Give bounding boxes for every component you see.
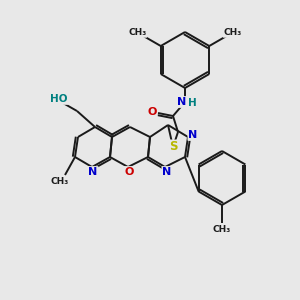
Text: N: N — [177, 97, 187, 107]
Text: H: H — [188, 98, 196, 108]
Text: O: O — [147, 107, 157, 117]
Text: CH₃: CH₃ — [213, 226, 231, 235]
Text: N: N — [88, 167, 98, 177]
Text: CH₃: CH₃ — [128, 28, 146, 37]
Text: N: N — [162, 167, 172, 177]
Text: HO: HO — [50, 94, 68, 104]
Text: O: O — [124, 167, 134, 177]
Text: N: N — [188, 130, 198, 140]
Text: CH₃: CH₃ — [224, 28, 242, 37]
Text: CH₃: CH₃ — [51, 178, 69, 187]
Text: S: S — [169, 140, 177, 154]
